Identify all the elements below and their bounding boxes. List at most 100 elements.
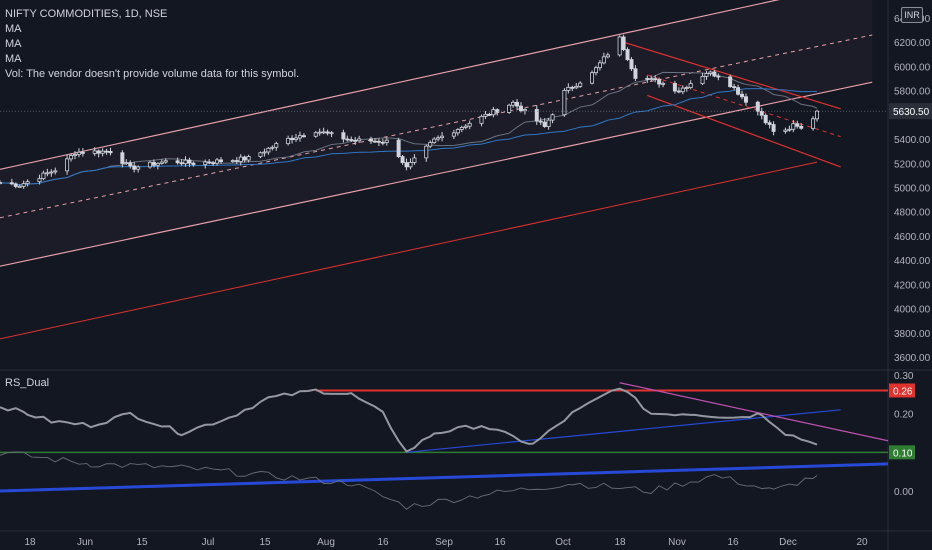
candle[interactable]: [128, 162, 133, 167]
candle[interactable]: [211, 162, 216, 165]
candle[interactable]: [811, 118, 816, 129]
candle[interactable]: [617, 36, 622, 56]
candle[interactable]: [507, 104, 512, 113]
candle[interactable]: [432, 138, 437, 143]
candle[interactable]: [676, 90, 681, 93]
candle[interactable]: [629, 59, 634, 70]
candle[interactable]: [601, 56, 606, 64]
indicator-ma-3[interactable]: MA: [5, 53, 22, 65]
candle[interactable]: [578, 82, 583, 87]
candle[interactable]: [242, 156, 247, 161]
candle[interactable]: [183, 159, 188, 165]
candle[interactable]: [325, 131, 330, 134]
candle[interactable]: [574, 85, 579, 89]
candle[interactable]: [286, 137, 291, 145]
candle[interactable]: [369, 138, 374, 142]
candle[interactable]: [550, 114, 555, 121]
candle[interactable]: [688, 83, 693, 88]
candle[interactable]: [621, 36, 626, 50]
candle[interactable]: [45, 172, 50, 175]
candle[interactable]: [799, 125, 804, 129]
candle[interactable]: [408, 162, 413, 168]
candle[interactable]: [262, 151, 267, 154]
candle[interactable]: [301, 135, 306, 138]
candle[interactable]: [546, 119, 551, 127]
candle[interactable]: [657, 79, 662, 85]
ma-short-line[interactable]: [0, 71, 818, 186]
indicator-ma-1[interactable]: MA: [5, 23, 22, 35]
candle[interactable]: [633, 68, 638, 79]
rs-secondary-line[interactable]: [0, 451, 818, 510]
candle[interactable]: [104, 150, 109, 153]
candle[interactable]: [317, 131, 322, 134]
candle[interactable]: [163, 160, 168, 163]
candle[interactable]: [590, 72, 595, 84]
candle[interactable]: [13, 183, 18, 187]
falling-channel-lower[interactable]: [647, 94, 841, 168]
candle[interactable]: [246, 156, 251, 161]
candle[interactable]: [653, 78, 658, 81]
candle[interactable]: [593, 67, 598, 74]
candle[interactable]: [483, 113, 488, 117]
candle[interactable]: [258, 152, 263, 157]
candle[interactable]: [37, 178, 42, 183]
candle[interactable]: [357, 138, 362, 142]
indicator-ma-2[interactable]: MA: [5, 38, 22, 50]
candle[interactable]: [341, 132, 346, 140]
candle[interactable]: [179, 162, 184, 165]
candle[interactable]: [270, 146, 275, 149]
candle[interactable]: [297, 135, 302, 139]
candle[interactable]: [238, 156, 243, 162]
candle[interactable]: [487, 113, 492, 116]
candle[interactable]: [21, 183, 26, 187]
candle[interactable]: [380, 141, 385, 144]
rising-channel-upper[interactable]: [0, 0, 872, 170]
candle[interactable]: [566, 86, 571, 91]
candle[interactable]: [704, 73, 709, 77]
candle[interactable]: [680, 87, 685, 93]
candle[interactable]: [100, 150, 105, 154]
rs-long-blue-trendline[interactable]: [0, 462, 889, 493]
candle[interactable]: [661, 83, 666, 85]
candle[interactable]: [728, 76, 733, 88]
candle[interactable]: [440, 135, 445, 139]
candle[interactable]: [234, 160, 239, 162]
candle[interactable]: [684, 87, 689, 89]
candle[interactable]: [203, 161, 208, 165]
candle[interactable]: [522, 109, 527, 112]
candle[interactable]: [372, 140, 377, 143]
candle[interactable]: [376, 140, 381, 143]
rs-blue-support[interactable]: [406, 409, 841, 453]
candle[interactable]: [783, 129, 788, 132]
rs-panel-title[interactable]: RS_Dual: [5, 377, 50, 389]
rs-magenta-resistance[interactable]: [619, 382, 889, 442]
candle[interactable]: [787, 128, 792, 131]
candle[interactable]: [412, 157, 417, 163]
candle[interactable]: [49, 171, 54, 174]
candle[interactable]: [207, 161, 212, 164]
candle[interactable]: [767, 122, 772, 125]
candle[interactable]: [428, 142, 433, 147]
candle[interactable]: [124, 162, 129, 165]
candle[interactable]: [345, 138, 350, 141]
candle[interactable]: [108, 150, 113, 154]
candle[interactable]: [732, 86, 737, 89]
candle[interactable]: [92, 150, 97, 154]
candle[interactable]: [219, 159, 224, 162]
candle[interactable]: [672, 83, 677, 92]
candle[interactable]: [230, 160, 235, 162]
candle[interactable]: [538, 120, 543, 123]
candle[interactable]: [132, 165, 137, 170]
candle[interactable]: [491, 109, 496, 116]
candle[interactable]: [479, 115, 484, 124]
candle[interactable]: [649, 78, 654, 81]
candle[interactable]: [791, 123, 796, 130]
candle[interactable]: [96, 150, 101, 154]
candle[interactable]: [771, 124, 776, 132]
candle[interactable]: [9, 182, 14, 185]
candle[interactable]: [215, 159, 220, 164]
candle[interactable]: [175, 160, 180, 164]
candle[interactable]: [349, 139, 354, 141]
candle[interactable]: [404, 162, 409, 168]
candle[interactable]: [159, 161, 164, 164]
